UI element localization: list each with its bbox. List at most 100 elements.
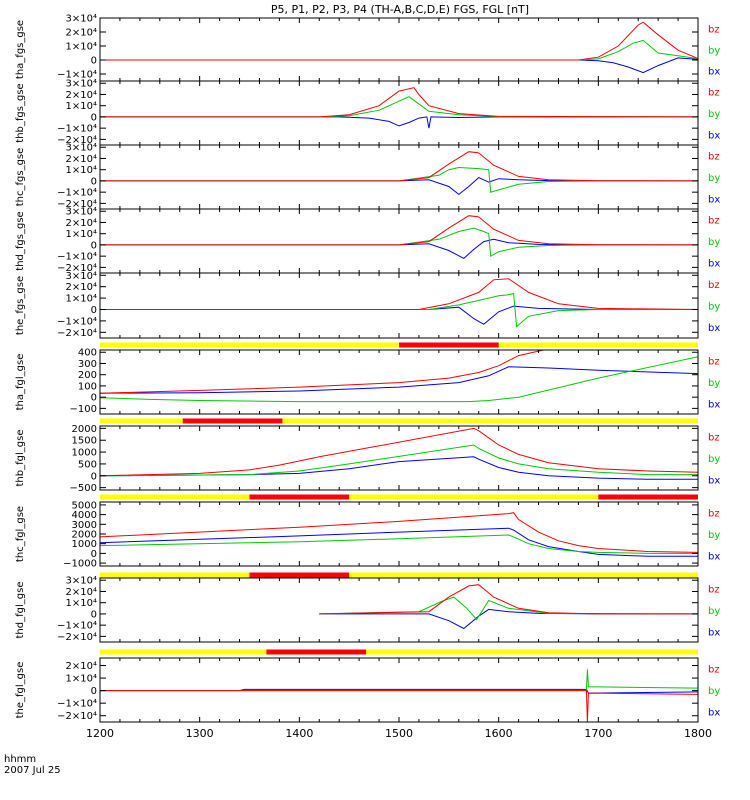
legend-bx-tha_fgs_gse: bx (708, 67, 720, 78)
time-bar-mark-thd_fgl_gse-0 (249, 572, 350, 578)
ytick-label-thd_fgs_gse-2: 1×10⁴ (66, 229, 97, 240)
ytick-label-the_fgs_gse-0: 3×10⁴ (66, 271, 97, 282)
ytick-label-thd_fgs_gse-0: 3×10⁴ (66, 207, 97, 218)
series-bx-thb_fgl_gse (100, 456, 698, 480)
time-bar-thb_fgl_gse (100, 418, 698, 424)
legend-bx-the_fgl_gse: bx (708, 707, 720, 718)
xtick-label-1500: 1500 (385, 727, 413, 740)
series-bx-thc_fgs_gse (100, 177, 698, 196)
ytick-label-thb_fgl_gse-5: −500 (70, 483, 97, 494)
time-bar-thc_fgl_gse (100, 494, 698, 500)
panel-frame-thc_fgl_gse (99, 501, 699, 567)
legend-bz-thc_fgs_gse: bz (708, 152, 720, 163)
series-by-thd_fgs_gse (100, 227, 698, 258)
legend-bz-thc_fgl_gse: bz (708, 509, 720, 520)
ytick-label-thd_fgl_gse-1: 2×10⁴ (66, 587, 97, 598)
ytick-label-the_fgl_gse-4: −2×10⁴ (57, 711, 97, 722)
legend-bz-thd_fgs_gse: bz (708, 216, 720, 227)
legend-by-the_fgs_gse: by (708, 302, 720, 313)
ytick-label-tha_fgl_gse-2: 200 (78, 370, 97, 381)
series-by-the_fgl_gse (100, 669, 698, 692)
series-bz-tha_fgs_gse (100, 21, 698, 61)
ytick-label-tha_fgs_gse-4: −1×10⁴ (57, 70, 97, 81)
legend-bz-tha_fgs_gse: bz (708, 25, 720, 36)
legend-bx-tha_fgl_gse: bx (708, 399, 720, 410)
ytick-label-thb_fgs_gse-2: 1×10⁴ (66, 101, 97, 112)
ytick-label-the_fgl_gse-2: 0 (91, 686, 97, 697)
xtick-label-1300: 1300 (186, 727, 214, 740)
ytick-label-tha_fgl_gse-0: 400 (78, 348, 97, 359)
ytick-label-thc_fgs_gse-1: 2×10⁴ (66, 154, 97, 165)
ytick-label-thb_fgs_gse-1: 2×10⁴ (66, 90, 97, 101)
time-bar-mark-thc_fgl_gse-0 (249, 494, 350, 500)
series-bx-thc_fgl_gse (100, 527, 698, 557)
panel-frame-tha_fgl_gse (99, 349, 699, 415)
ytick-label-the_fgl_gse-1: 1×10⁴ (66, 674, 97, 685)
ytick-label-thc_fgl_gse-1: 4000 (72, 510, 97, 521)
ylabel-thc_fgs_gse: thc_fgs_gse (15, 148, 26, 207)
time-bar-mark-tha_fgl_gse-0 (399, 342, 499, 348)
ylabel-tha_fgs_gse: tha_fgs_gse (15, 20, 26, 79)
ytick-label-thd_fgs_gse-1: 2×10⁴ (66, 218, 97, 229)
legend-by-thc_fgl_gse: by (708, 530, 720, 541)
ytick-label-thc_fgs_gse-5: −2×10⁴ (57, 199, 97, 210)
ytick-label-the_fgs_gse-4: −1×10⁴ (57, 316, 97, 327)
series-bz-thb_fgl_gse (100, 427, 698, 477)
legend-by-tha_fgl_gse: by (708, 378, 720, 389)
ylabel-thc_fgl_gse: thc_fgl_gse (15, 506, 26, 562)
xtick-label-1600: 1600 (485, 727, 513, 740)
ylabel-the_fgl_gse: the_fgl_gse (15, 662, 26, 719)
ytick-label-thb_fgl_gse-0: 2000 (72, 424, 97, 435)
ytick-label-the_fgs_gse-5: −2×10⁴ (57, 328, 97, 339)
legend-bz-the_fgl_gse: bz (708, 665, 720, 676)
ytick-label-thb_fgl_gse-4: 0 (91, 471, 97, 482)
legend-bx-thb_fgs_gse: bx (708, 130, 720, 141)
ytick-label-tha_fgs_gse-1: 2×10⁴ (66, 28, 97, 39)
xtick-label-1700: 1700 (584, 727, 612, 740)
series-bz-thd_fgl_gse (319, 584, 698, 615)
ytick-label-the_fgl_gse-0: 2×10⁴ (66, 661, 97, 672)
ytick-label-thd_fgl_gse-2: 1×10⁴ (66, 598, 97, 609)
panel-frame-the_fgl_gse (99, 657, 699, 723)
series-by-thd_fgl_gse (319, 596, 659, 621)
xtick-label-1200: 1200 (86, 727, 114, 740)
ytick-label-thd_fgs_gse-3: 0 (91, 240, 97, 251)
panel-frame-tha_fgs_gse (99, 17, 699, 82)
ylabel-thd_fgl_gse: thd_fgl_gse (15, 582, 26, 639)
ytick-label-thb_fgs_gse-4: −1×10⁴ (57, 124, 97, 135)
ytick-label-thd_fgs_gse-4: −1×10⁴ (57, 252, 97, 263)
ylabel-the_fgs_gse: the_fgs_gse (15, 276, 26, 335)
series-bz-the_fgl_gse (100, 690, 698, 722)
series-by-thc_fgs_gse (100, 166, 698, 193)
ytick-label-thc_fgl_gse-3: 2000 (72, 530, 97, 541)
series-by-thb_fgl_gse (100, 444, 698, 477)
legend-bz-thb_fgl_gse: bz (708, 433, 720, 444)
legend-by-the_fgl_gse: by (708, 686, 720, 697)
panel-frame-thd_fgl_gse (99, 577, 699, 643)
figure-title: P5, P1, P2, P3, P4 (TH-A,B,C,D,E) FGS, F… (271, 3, 529, 16)
series-bx-the_fgl_gse (100, 688, 698, 694)
time-bar-mark-the_fgl_gse-0 (266, 649, 367, 655)
legend-bx-thb_fgl_gse: bx (708, 475, 720, 486)
ytick-label-the_fgs_gse-2: 1×10⁴ (66, 294, 97, 305)
panel-frame-thd_fgs_gse (99, 208, 699, 274)
ytick-label-thd_fgl_gse-5: −2×10⁴ (57, 632, 97, 643)
legend-bz-the_fgs_gse: bz (708, 280, 720, 291)
ytick-label-thc_fgl_gse-5: 0 (91, 549, 97, 560)
xtick-label-1400: 1400 (285, 727, 313, 740)
ytick-label-thc_fgl_gse-2: 3000 (72, 520, 97, 531)
time-bar-thd_fgl_gse (100, 572, 698, 578)
series-by-thb_fgs_gse (100, 96, 698, 118)
series-bx-the_fgs_gse (100, 305, 698, 325)
series-bz-the_fgs_gse (100, 278, 698, 310)
series-bz-thc_fgl_gse (100, 512, 698, 553)
ytick-label-the_fgl_gse-3: −1×10⁴ (57, 699, 97, 710)
ylabel-thb_fgl_gse: thb_fgl_gse (15, 430, 26, 487)
series-by-tha_fgl_gse (100, 356, 698, 403)
ytick-label-thd_fgl_gse-0: 3×10⁴ (66, 576, 97, 587)
panel-frame-the_fgs_gse (99, 272, 699, 339)
